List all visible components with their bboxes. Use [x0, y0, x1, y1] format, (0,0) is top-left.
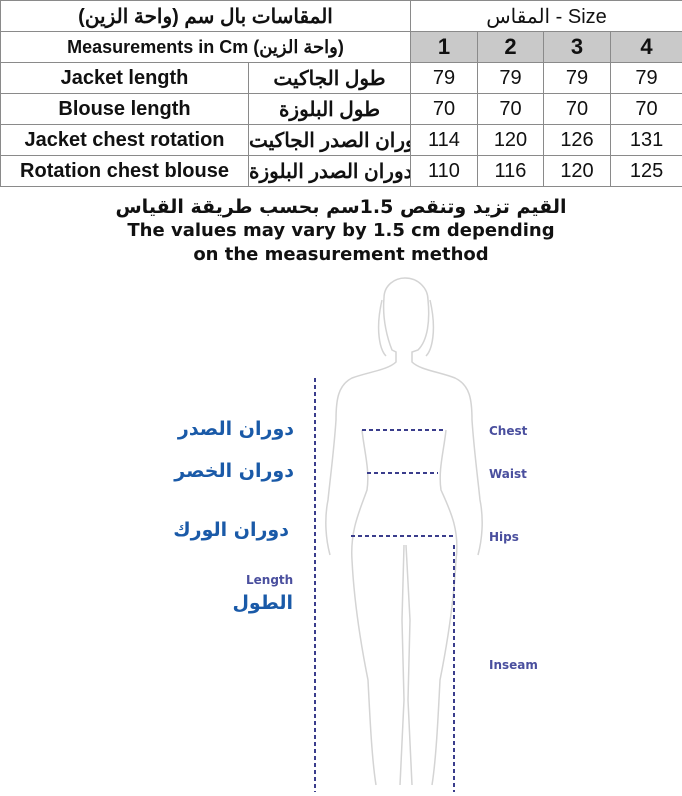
row-label-en: Rotation chest blouse [0, 155, 249, 187]
table-row: Rotation chest blouse دوران الصدر البلوز… [0, 155, 682, 187]
note-en-line2: on the measurement method [193, 244, 489, 265]
hips-label-en: Hips [489, 530, 519, 544]
waist-label-ar: دوران الخصر [174, 460, 294, 482]
cell: 131 [609, 124, 682, 156]
hips-label-ar: دوران الورك [173, 519, 289, 541]
note-en-line1: The values may vary by 1.5 cm depending [127, 220, 555, 241]
row-label-ar: دوران الصدر البلوزة [248, 155, 411, 187]
size-3: 3 [543, 31, 611, 63]
length-label-ar: الطول [232, 592, 293, 614]
body-silhouette [325, 277, 483, 786]
cell: 79 [609, 62, 682, 94]
cell: 70 [543, 93, 611, 125]
note-ar: القيم تزيد وتنقص 1.5سم بحسب طريقة القياس [115, 196, 567, 218]
table-row: Blouse length طول البلوزة 70 70 70 70 [0, 93, 682, 125]
size-header: المقاس - Size [409, 0, 682, 32]
row-label-en: Blouse length [0, 93, 249, 125]
size-4: 4 [609, 31, 682, 63]
size-chart-table: المقاسات بال سم (واحة الزين) المقاس - Si… [0, 0, 682, 187]
waist-label-en: Waist [489, 467, 527, 481]
cell: 79 [477, 62, 544, 94]
table-title-ar: المقاسات بال سم (واحة الزين) [0, 0, 411, 32]
size-1: 1 [410, 31, 478, 63]
cell: 125 [609, 155, 682, 187]
cell: 79 [543, 62, 611, 94]
cell: 120 [543, 155, 611, 187]
chest-label-en: Chest [489, 424, 528, 438]
row-label-ar: دوران الصدر الجاكيت [248, 124, 411, 156]
chest-label-ar: دوران الصدر [177, 418, 294, 440]
row-label-ar: طول الجاكيت [248, 62, 411, 94]
cell: 70 [609, 93, 682, 125]
measurement-lines [314, 378, 456, 792]
length-label-en: Length [246, 573, 294, 587]
row-label-en: Jacket length [0, 62, 249, 94]
table-row: Jacket length طول الجاكيت 79 79 79 79 [0, 62, 682, 94]
cell: 116 [477, 155, 544, 187]
cell: 110 [410, 155, 478, 187]
inseam-label-en: Inseam [489, 658, 538, 672]
row-label-en: Jacket chest rotation [0, 124, 249, 156]
size-2: 2 [477, 31, 544, 63]
table-subtitle: Measurements in Cm (واحة الزين) [0, 31, 411, 63]
